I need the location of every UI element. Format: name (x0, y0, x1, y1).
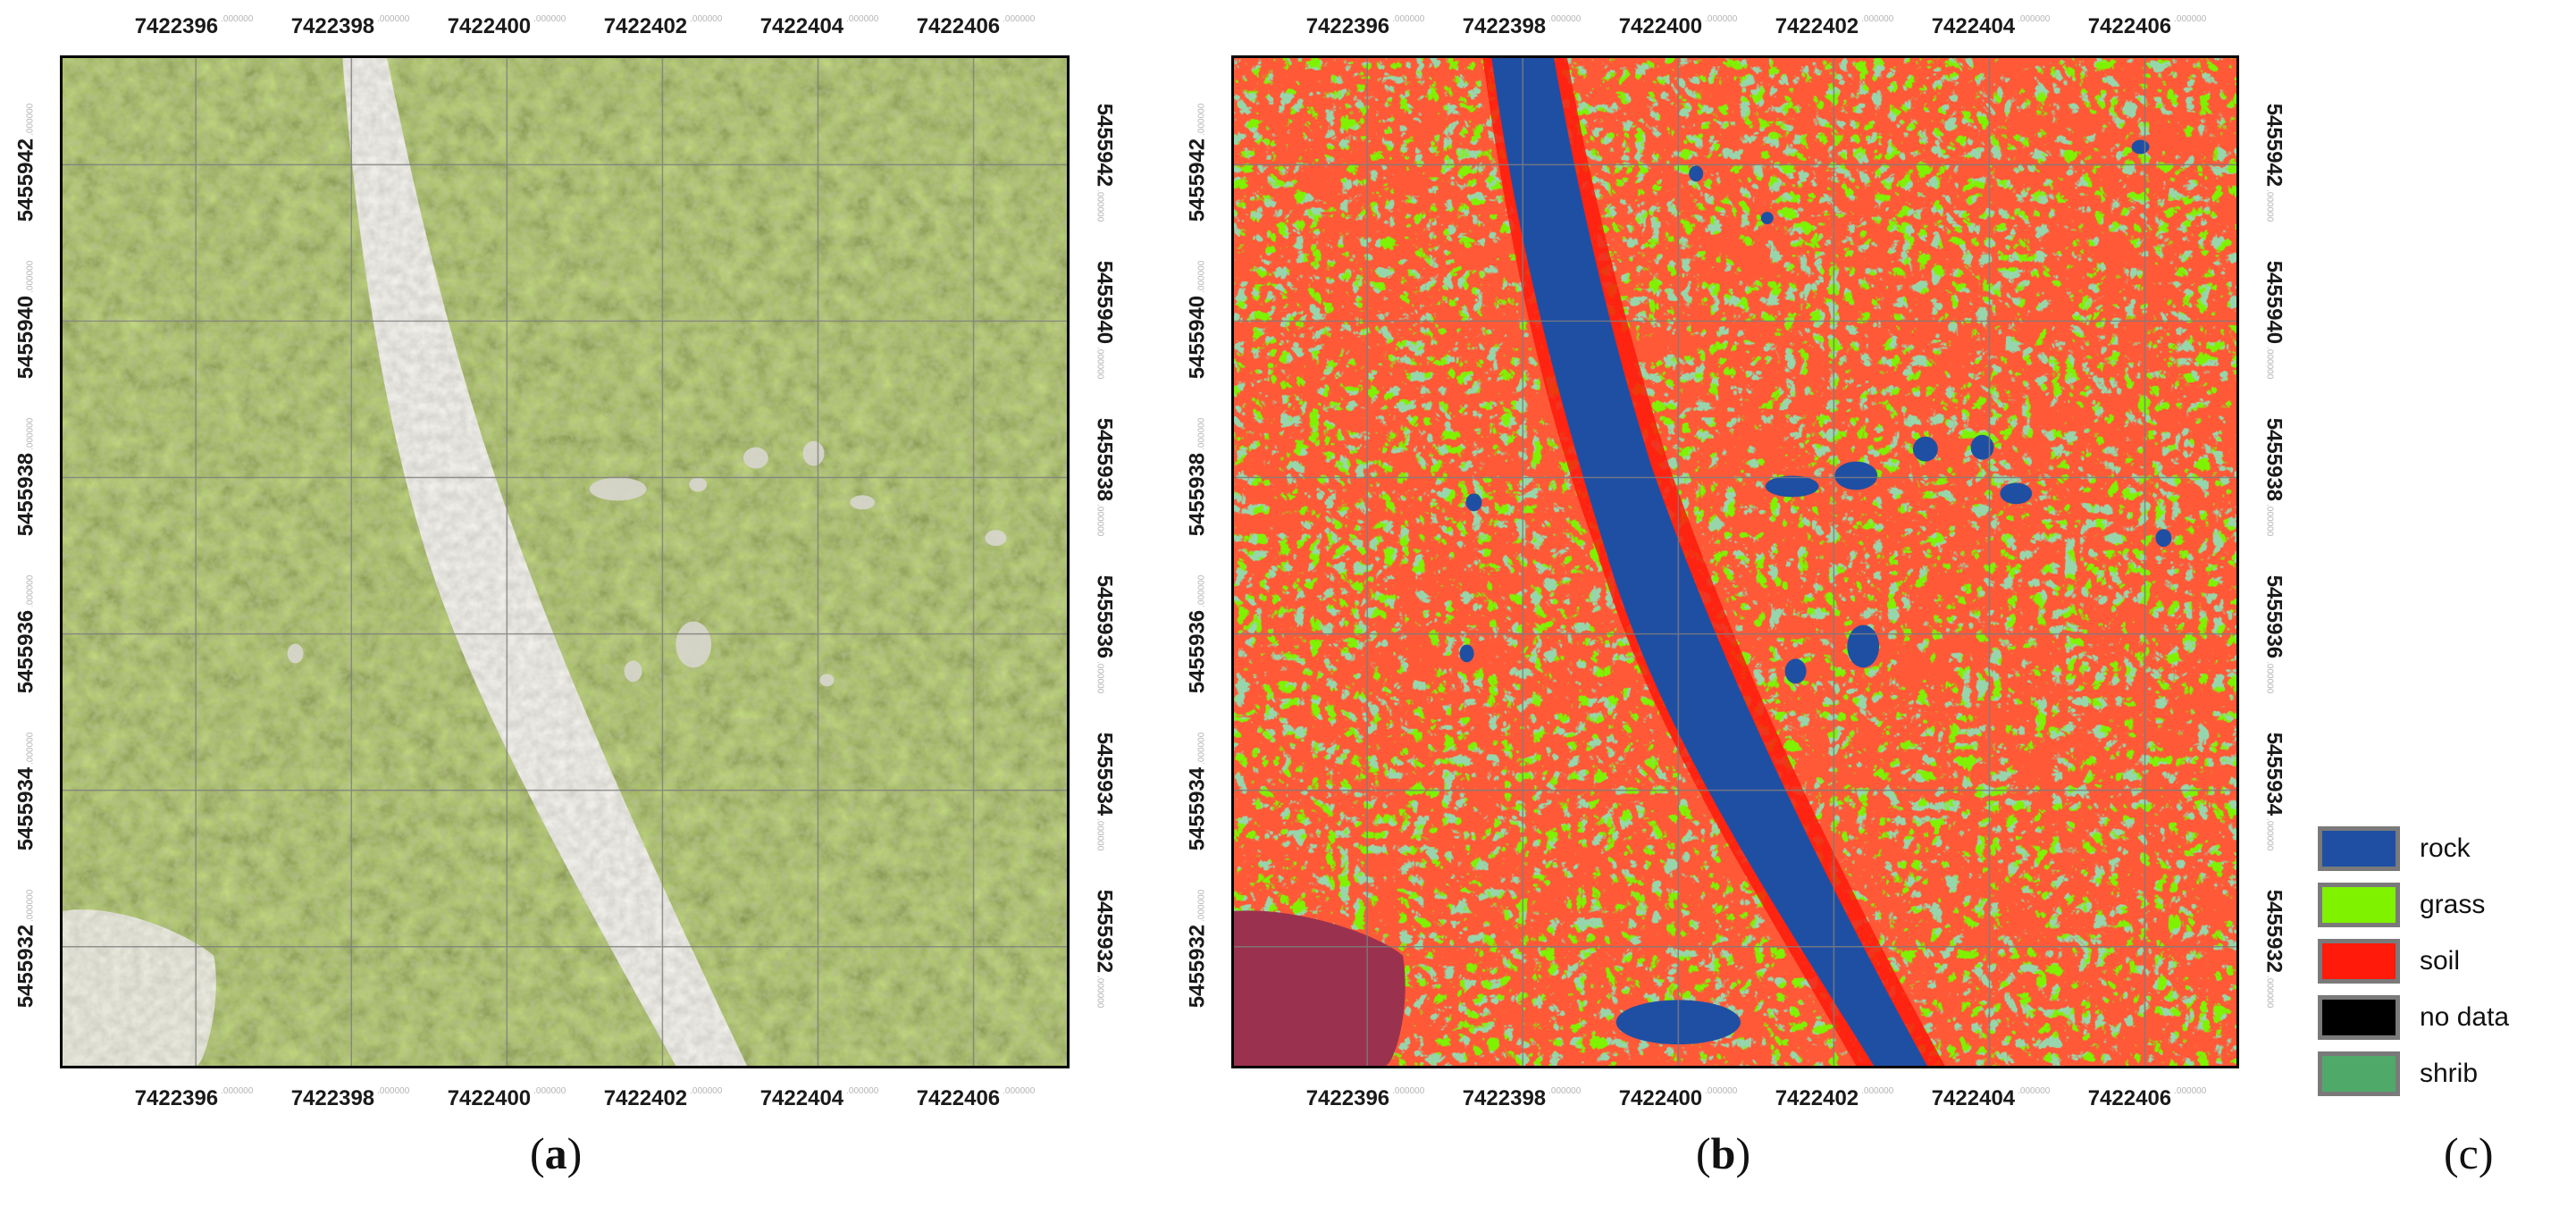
x-tick-label-top: 7422402.000000 (1775, 14, 1894, 38)
x-tick-label-top: 7422400.000000 (447, 14, 566, 38)
caption-a: (a) (530, 1128, 583, 1178)
x-tick-label-top: 7422406.000000 (2087, 14, 2207, 38)
aerial-photo-map[interactable] (60, 55, 1070, 1068)
grass-swatch (2318, 883, 2400, 927)
x-tick-label-top: 7422402.000000 (603, 14, 723, 38)
x-tick-label-bottom: 7422402.000000 (1775, 1086, 1894, 1110)
legend-item-no-data: no data (2318, 995, 2576, 1040)
x-tick-label-bottom: 7422400.000000 (447, 1086, 566, 1110)
panel-b-classification-map: 7422396.000000 7422396.000000 7422398.0000… (1185, 14, 2286, 1110)
x-tick-label-bottom: 7422406.000000 (916, 1086, 1036, 1110)
caption-c: (c) (2444, 1128, 2494, 1178)
x-tick-label-bottom: 7422398.000000 (1462, 1086, 1582, 1110)
x-tick-label-bottom: 7422400.000000 (1618, 1086, 1738, 1110)
classification-image (1234, 58, 2236, 1066)
panel-a-aerial-photo: 7422396.000000 7422396.000000 7422398.0000… (13, 14, 1116, 1110)
legend-label-grass: grass (2420, 890, 2486, 919)
soil-swatch (2318, 939, 2400, 984)
x-tick-label-bottom: 7422406.000000 (2087, 1086, 2207, 1110)
x-tick-label-top: 7422396.000000 (134, 14, 254, 38)
x-tick-label-top: 7422404.000000 (1931, 14, 2051, 38)
x-tick-label-bottom: 7422404.000000 (1931, 1086, 2051, 1110)
grid-lines (63, 58, 1067, 1066)
x-tick-label-top: 7422406.000000 (916, 14, 1036, 38)
aerial-photo-image (63, 58, 1067, 1066)
y-tick-label-left: 5455932.000000 (13, 889, 38, 1009)
no-data-swatch (2318, 995, 2400, 1040)
x-tick-label-bottom: 7422402.000000 (603, 1086, 723, 1110)
x-tick-label-top: 7422404.000000 (759, 14, 879, 38)
legend-item-shrib: shrib (2318, 1051, 2576, 1096)
legend-label-no-data: no data (2420, 1002, 2510, 1032)
x-tick-label-top: 7422396.000000 (1305, 14, 1425, 38)
caption-b: (b) (1696, 1128, 1751, 1178)
legend-label-soil: soil (2420, 946, 2461, 976)
y-tick-label-right: 5455932.000000 (1092, 889, 1116, 1009)
y-tick-label-left: 5455932.000000 (1185, 889, 1209, 1009)
legend-item-soil: soil (2318, 939, 2576, 984)
legend-label-rock: rock (2420, 833, 2471, 863)
legend-item-grass: grass (2318, 883, 2576, 927)
x-tick-label-top: 7422398.000000 (290, 14, 410, 38)
y-tick-label-right: 5455932.000000 (2261, 889, 2286, 1009)
x-tick-label-bottom: 7422396.000000 (1305, 1086, 1425, 1110)
rock-swatch (2318, 826, 2400, 871)
x-tick-label-bottom: 7422404.000000 (759, 1086, 879, 1110)
x-tick-label-top: 7422398.000000 (1462, 14, 1582, 38)
x-tick-label-bottom: 7422398.000000 (290, 1086, 410, 1110)
x-tick-label-top: 7422400.000000 (1618, 14, 1738, 38)
x-tick-label-bottom: 7422396.000000 (134, 1086, 254, 1110)
shrib-swatch (2318, 1051, 2400, 1096)
legend-item-rock: rock (2318, 826, 2576, 871)
classification-map[interactable] (1231, 55, 2239, 1068)
grid-lines (1234, 58, 2236, 1066)
legend-label-shrib: shrib (2420, 1059, 2479, 1088)
